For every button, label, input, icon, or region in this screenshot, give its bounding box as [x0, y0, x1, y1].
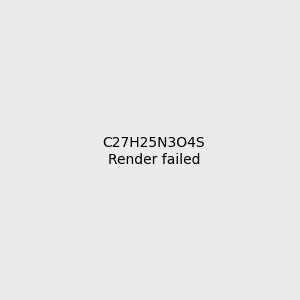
Text: C27H25N3O4S
Render failed: C27H25N3O4S Render failed [102, 136, 205, 166]
